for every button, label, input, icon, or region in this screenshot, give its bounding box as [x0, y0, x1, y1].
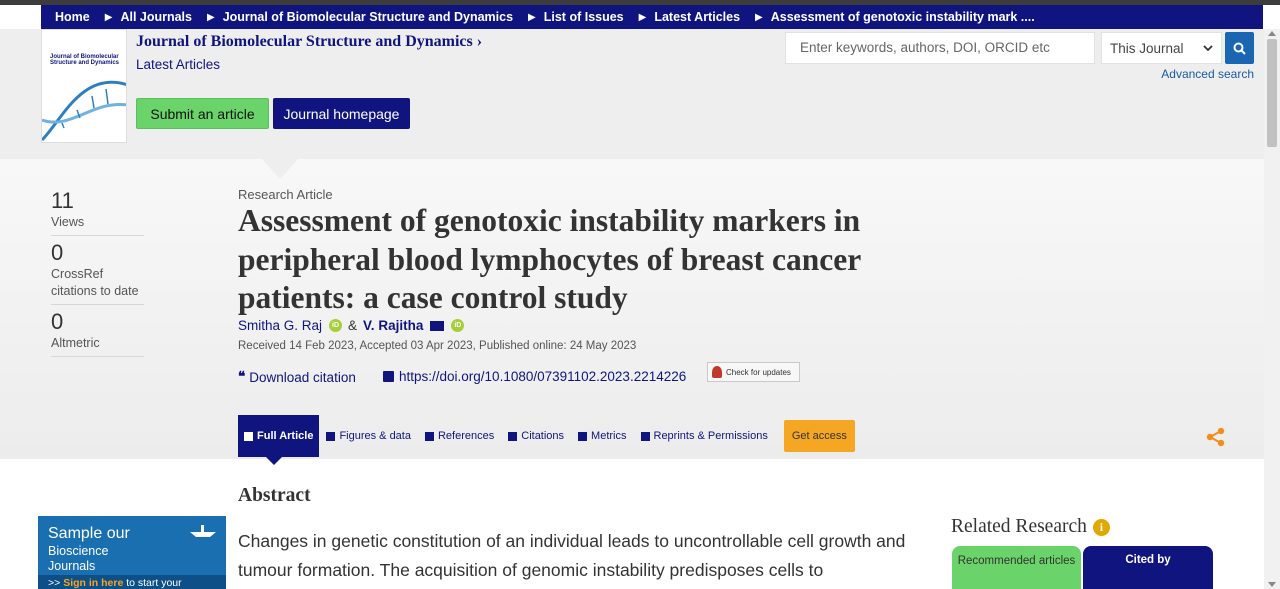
quote-icon [508, 431, 518, 441]
search-input[interactable]: Enter keywords, authors, DOI, ORCID etc [785, 32, 1095, 64]
article-header-band [0, 159, 1264, 459]
breadcrumb-arrow-icon: ▶ [206, 11, 215, 23]
abstract-heading: Abstract [238, 485, 311, 506]
related-research-heading: Related Research i [951, 516, 1110, 538]
journal-title-link[interactable]: Journal of Biomolecular Structure and Dy… [136, 33, 483, 50]
article-type: Research Article [238, 187, 333, 202]
sample-journals-banner[interactable]: Sample our Bioscience Journals >> Sign i… [38, 516, 226, 589]
author-link[interactable]: Smitha G. Raj [238, 318, 323, 333]
sign-in-link[interactable]: Sign in here [63, 577, 124, 589]
tab-full-article[interactable]: Full Article [238, 415, 320, 465]
breadcrumb-home[interactable]: Home [55, 10, 90, 24]
metric-crossref[interactable]: 0 CrossRef citations to date [51, 240, 144, 305]
tab-recommended-articles[interactable]: Recommended articles [952, 546, 1081, 589]
breadcrumb-current: Assessment of genotoxic instability mark… [770, 10, 1035, 24]
breadcrumb-journal[interactable]: Journal of Biomolecular Structure and Dy… [222, 10, 514, 24]
doi-link[interactable]: https://doi.org/10.1080/07391102.2023.22… [383, 369, 686, 384]
tab-references[interactable]: References [424, 430, 494, 442]
article-title: Assessment of genotoxic instability mark… [238, 203, 861, 315]
search-scope-select[interactable]: This Journal [1101, 32, 1222, 64]
orcid-icon[interactable]: iD [451, 319, 465, 332]
scrollbar-thumb[interactable] [1267, 39, 1277, 147]
author-list: Smitha G. Raj iD & V. Rajitha iD [238, 318, 470, 333]
envelope-icon[interactable] [430, 320, 445, 331]
cover-title: Journal of Biomolecular Structure and Dy… [50, 54, 120, 66]
breadcrumb-all-journals[interactable]: All Journals [120, 10, 192, 24]
get-access-button[interactable]: Get access [783, 420, 855, 452]
breadcrumb-arrow-icon: ▶ [755, 11, 763, 23]
abstract-text: Changes in genetic constitution of an in… [238, 531, 906, 580]
external-link-icon [383, 371, 394, 382]
window-top-bar [0, 0, 1280, 5]
image-icon [326, 431, 336, 441]
chevron-right-icon: › [476, 33, 483, 50]
tab-citations[interactable]: Citations [508, 430, 564, 442]
journal-homepage-button[interactable]: Journal homepage [273, 98, 410, 129]
bar-chart-icon [578, 431, 588, 441]
book-icon [424, 431, 434, 441]
breadcrumb-arrow-icon: ▶ [104, 11, 113, 23]
breadcrumb-list-of-issues[interactable]: List of Issues [543, 10, 624, 24]
author-separator: & [348, 318, 358, 333]
metric-views[interactable]: 11 Views [51, 188, 144, 236]
scroll-up-arrow-icon[interactable] [1268, 31, 1276, 36]
advanced-search-link[interactable]: Advanced search [1161, 67, 1254, 81]
breadcrumb-arrow-icon: ▶ [528, 11, 536, 23]
breadcrumb-arrow-icon: ▶ [638, 11, 647, 23]
dna-helix-icon [42, 80, 126, 142]
header-pointer [262, 159, 298, 179]
search-button[interactable] [1225, 32, 1254, 64]
breadcrumb-latest-articles[interactable]: Latest Articles [654, 10, 741, 24]
search-icon [1233, 42, 1246, 55]
share-icon[interactable] [1206, 427, 1226, 447]
search-scope-value: This Journal [1110, 40, 1184, 56]
tab-figures[interactable]: Figures & data [326, 430, 411, 442]
article-tabs: Full Article Figures & data References C… [238, 415, 855, 465]
quote-icon: ❝ [238, 369, 246, 385]
page-scrollbar[interactable] [1264, 29, 1280, 589]
tab-reprints[interactable]: Reprints & Permissions [640, 430, 768, 442]
check-for-updates-button[interactable]: Check for updates [707, 362, 800, 382]
printer-icon [640, 431, 650, 441]
info-icon[interactable]: i [1092, 518, 1110, 536]
article-metrics: 11 Views 0 CrossRef citations to date 0 … [51, 188, 144, 361]
submit-article-button[interactable]: Submit an article [136, 98, 269, 129]
crossmark-icon [712, 366, 722, 378]
tab-cited-by[interactable]: Cited by [1083, 546, 1213, 589]
chevron-down-icon [1203, 44, 1213, 51]
latest-articles-link[interactable]: Latest Articles [136, 57, 221, 72]
scroll-down-arrow-icon[interactable] [1268, 582, 1276, 587]
publication-dates: Received 14 Feb 2023, Accepted 03 Apr 20… [238, 340, 637, 352]
orcid-icon[interactable]: iD [329, 319, 343, 332]
boat-icon [190, 525, 216, 537]
download-citation-link[interactable]: ❝ Download citation [238, 369, 356, 385]
journal-cover-image[interactable]: Journal of Biomolecular Structure and Dy… [41, 29, 127, 143]
metric-altmetric[interactable]: 0 Altmetric [51, 309, 144, 357]
breadcrumb: Home ▶ All Journals ▶ Journal of Biomole… [41, 5, 1263, 29]
author-link[interactable]: V. Rajitha [363, 318, 424, 333]
tab-metrics[interactable]: Metrics [578, 430, 627, 442]
document-icon [244, 431, 253, 441]
